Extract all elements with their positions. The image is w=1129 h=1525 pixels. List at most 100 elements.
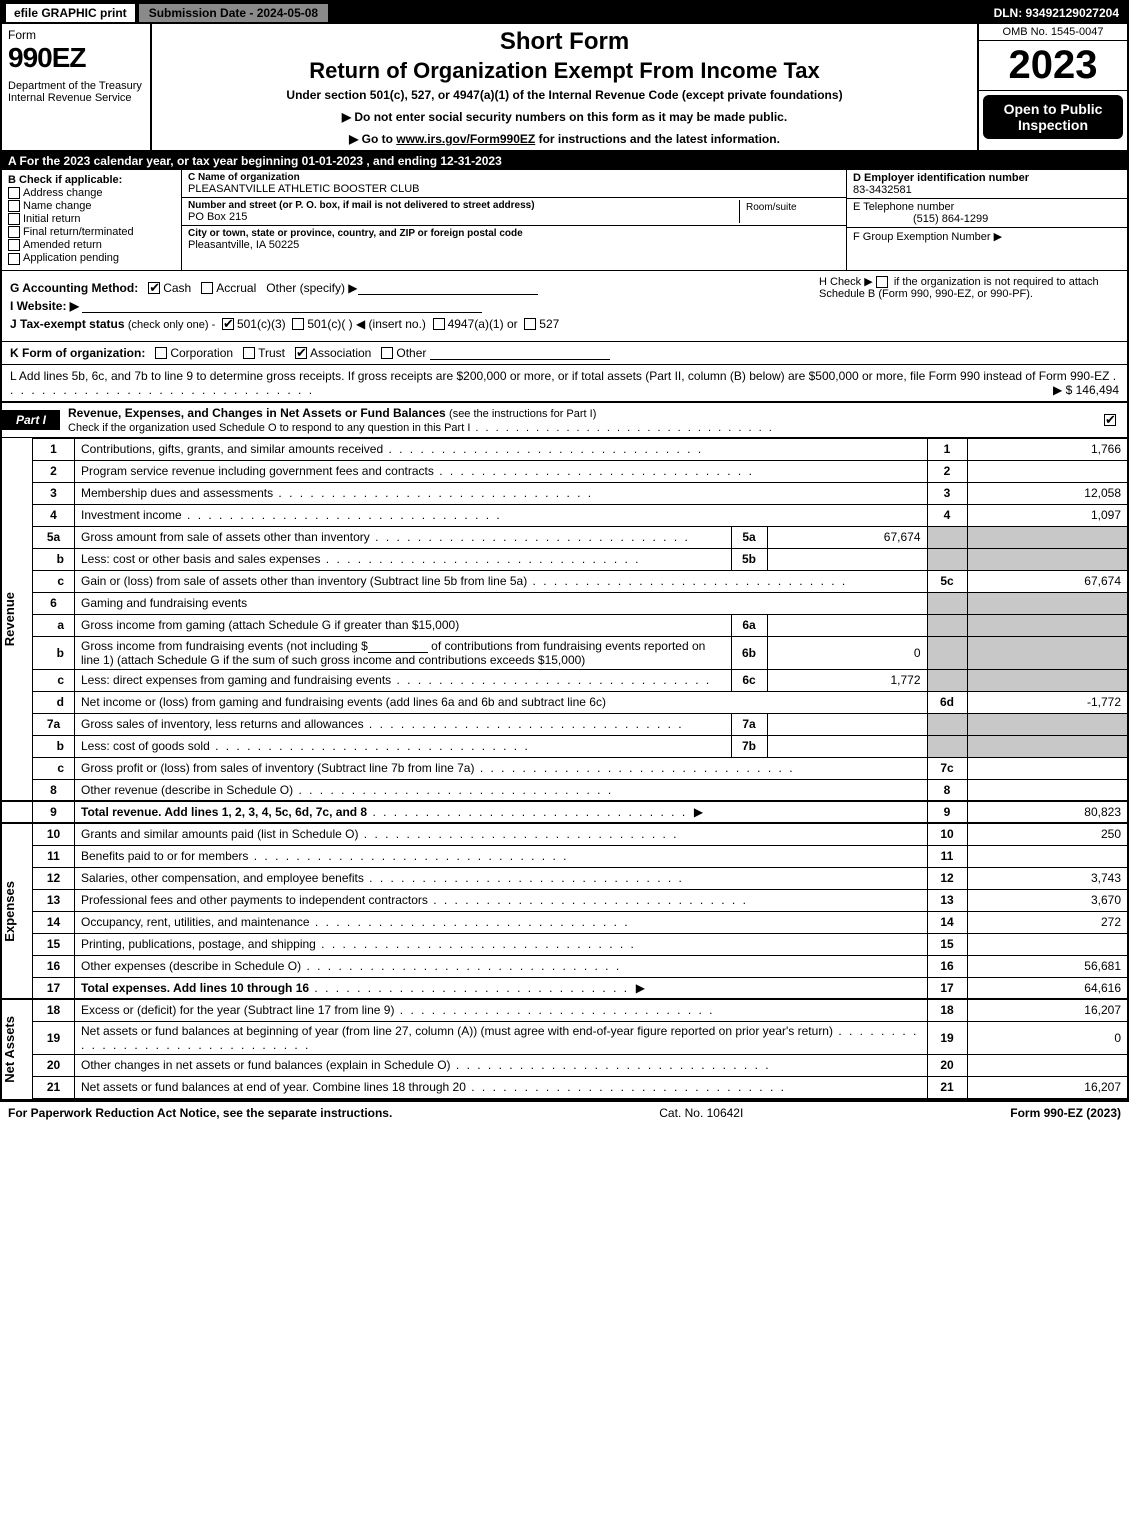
- ein-block: D Employer identification number 83-3432…: [847, 170, 1127, 199]
- j-501c3: 501(c)(3): [237, 317, 286, 331]
- line-12: 12Salaries, other compensation, and empl…: [2, 867, 1127, 889]
- line-7b: bLess: cost of goods sold 7b: [2, 735, 1127, 757]
- form-subtitle: Under section 501(c), 527, or 4947(a)(1)…: [160, 88, 969, 102]
- chk-527[interactable]: [524, 318, 536, 330]
- org-name: PLEASANTVILLE ATHLETIC BOOSTER CLUB: [188, 183, 840, 195]
- form-header: Form 990EZ Department of the Treasury In…: [2, 24, 1127, 152]
- j-4947: 4947(a)(1) or: [448, 317, 518, 331]
- form-number: 990EZ: [8, 42, 144, 74]
- line-5b: bLess: cost or other basis and sales exp…: [2, 548, 1127, 570]
- chk-name-change[interactable]: Name change: [8, 200, 175, 212]
- line-19: 19Net assets or fund balances at beginni…: [2, 1021, 1127, 1054]
- line-7a: 7aGross sales of inventory, less returns…: [2, 713, 1127, 735]
- chk-501c3[interactable]: [222, 318, 234, 330]
- chk-assoc[interactable]: [295, 347, 307, 359]
- part-i-check[interactable]: [1104, 413, 1127, 427]
- g-label: G Accounting Method:: [10, 281, 138, 295]
- chk-initial-return[interactable]: Initial return: [8, 213, 175, 225]
- g-cash: Cash: [163, 281, 191, 295]
- group-exemption-block: F Group Exemption Number ▶: [847, 228, 1127, 245]
- open-public-badge: Open to Public Inspection: [983, 95, 1123, 139]
- j-note: (check only one) -: [128, 319, 215, 331]
- l-amount: ▶ $ 146,494: [1053, 383, 1119, 397]
- j-tax-exempt: J Tax-exempt status (check only one) - 5…: [10, 317, 1119, 331]
- room-suite-label: Room/suite: [740, 200, 840, 223]
- k-assoc: Association: [310, 346, 371, 360]
- line-6d: dNet income or (loss) from gaming and fu…: [2, 691, 1127, 713]
- block-b-through-f: B Check if applicable: Address change Na…: [2, 170, 1127, 271]
- part-i-title: Revenue, Expenses, and Changes in Net As…: [60, 403, 1104, 437]
- website-input[interactable]: [82, 299, 482, 313]
- part-i-sub: Check if the organization used Schedule …: [68, 422, 470, 434]
- part-i-header: Part I Revenue, Expenses, and Changes in…: [2, 403, 1127, 438]
- phone-value: (515) 864-1299: [853, 213, 988, 225]
- line-20: 20Other changes in net assets or fund ba…: [2, 1054, 1127, 1076]
- phone-block: E Telephone number (515) 864-1299: [847, 199, 1127, 228]
- line-11: 11Benefits paid to or for members 11: [2, 845, 1127, 867]
- chk-address-change[interactable]: Address change: [8, 187, 175, 199]
- g-accrual: Accrual: [216, 281, 256, 295]
- city-label: City or town, state or province, country…: [188, 228, 840, 239]
- chk-application-pending[interactable]: Application pending: [8, 252, 175, 264]
- phone-label: E Telephone number: [853, 201, 954, 213]
- department: Department of the Treasury Internal Reve…: [8, 80, 144, 104]
- goto-post: for instructions and the latest informat…: [535, 132, 780, 146]
- line-21: 21Net assets or fund balances at end of …: [2, 1076, 1127, 1098]
- line-18: Net Assets 18Excess or (deficit) for the…: [2, 999, 1127, 1021]
- line-6c: cLess: direct expenses from gaming and f…: [2, 669, 1127, 691]
- chk-501c[interactable]: [292, 318, 304, 330]
- header-middle: Short Form Return of Organization Exempt…: [152, 24, 977, 150]
- chk-other[interactable]: [381, 347, 393, 359]
- rows-g-h-i-j: H Check ▶ if the organization is not req…: [2, 271, 1127, 342]
- tax-year: 2023: [979, 41, 1127, 91]
- col-b-checkboxes: B Check if applicable: Address change Na…: [2, 170, 182, 270]
- ein-value: 83-3432581: [853, 184, 1121, 196]
- efile-print-button[interactable]: efile GRAPHIC print: [6, 4, 135, 22]
- row-l: L Add lines 5b, 6c, and 7b to line 9 to …: [2, 365, 1127, 403]
- line-3: 3Membership dues and assessments 312,058: [2, 482, 1127, 504]
- form-word: Form: [8, 28, 144, 42]
- street-block: Number and street (or P. O. box, if mail…: [182, 198, 846, 226]
- line-6a: aGross income from gaming (attach Schedu…: [2, 614, 1127, 636]
- chk-trust[interactable]: [243, 347, 255, 359]
- h-label: H Check ▶: [819, 276, 873, 288]
- part-i-table: Revenue 1Contributions, gifts, grants, a…: [2, 438, 1127, 1099]
- side-net-assets: Net Assets: [2, 999, 33, 1098]
- irs-link[interactable]: www.irs.gov/Form990EZ: [396, 132, 535, 146]
- org-name-block: C Name of organization PLEASANTVILLE ATH…: [182, 170, 846, 198]
- row-k: K Form of organization: Corporation Trus…: [2, 342, 1127, 365]
- chk-h[interactable]: [876, 276, 888, 288]
- line-16: 16Other expenses (describe in Schedule O…: [2, 955, 1127, 977]
- line-5a: 5aGross amount from sale of assets other…: [2, 526, 1127, 548]
- header-right: OMB No. 1545-0047 2023 Open to Public In…: [977, 24, 1127, 150]
- side-revenue: Revenue: [2, 438, 33, 801]
- k-corp: Corporation: [170, 346, 233, 360]
- j-label: J Tax-exempt status: [10, 317, 125, 331]
- j-527: 527: [539, 317, 559, 331]
- chk-amended-return[interactable]: Amended return: [8, 239, 175, 251]
- h-block: H Check ▶ if the organization is not req…: [819, 275, 1119, 300]
- line-8: 8Other revenue (describe in Schedule O) …: [2, 779, 1127, 801]
- chk-corp[interactable]: [155, 347, 167, 359]
- page-footer: For Paperwork Reduction Act Notice, see …: [0, 1101, 1129, 1124]
- org-name-label: C Name of organization: [188, 172, 840, 183]
- side-expenses: Expenses: [2, 823, 33, 999]
- col-c-org-info: C Name of organization PLEASANTVILLE ATH…: [182, 170, 847, 270]
- k-other-input[interactable]: [430, 346, 610, 360]
- b-header: B Check if applicable:: [8, 174, 175, 186]
- header-left: Form 990EZ Department of the Treasury In…: [2, 24, 152, 150]
- chk-final-return[interactable]: Final return/terminated: [8, 226, 175, 238]
- k-label: K Form of organization:: [10, 346, 145, 360]
- line-10: Expenses 10Grants and similar amounts pa…: [2, 823, 1127, 845]
- chk-accrual[interactable]: [201, 282, 213, 294]
- goto-pre: ▶ Go to: [349, 132, 396, 146]
- footer-mid: Cat. No. 10642I: [392, 1106, 1010, 1120]
- city-value: Pleasantville, IA 50225: [188, 239, 840, 251]
- form-outer: efile GRAPHIC print Submission Date - 20…: [0, 0, 1129, 1101]
- i-website: I Website: ▶: [10, 299, 1119, 313]
- line-7c: cGross profit or (loss) from sales of in…: [2, 757, 1127, 779]
- g-other-input[interactable]: [358, 281, 538, 295]
- chk-cash[interactable]: [148, 282, 160, 294]
- chk-4947[interactable]: [433, 318, 445, 330]
- omb-number: OMB No. 1545-0047: [979, 24, 1127, 41]
